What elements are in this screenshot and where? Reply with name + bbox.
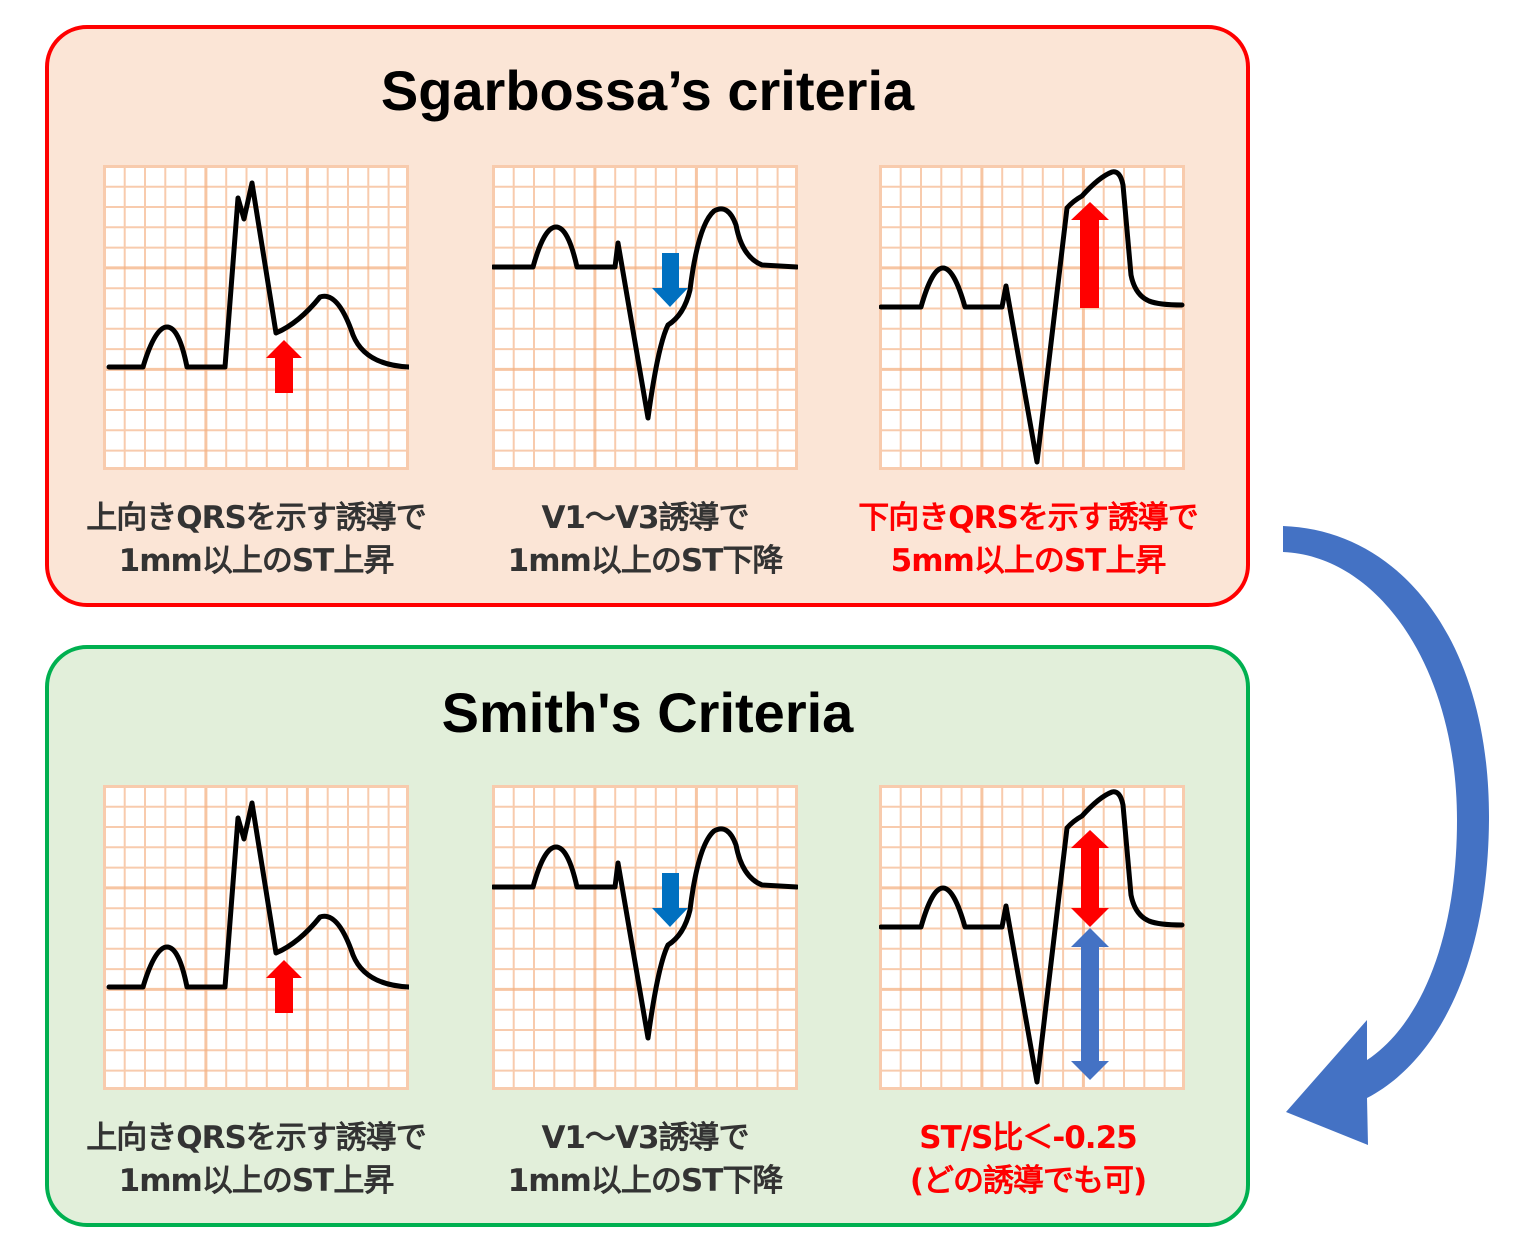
st-elevation-arrow-icon — [1071, 202, 1109, 308]
caption-smith-3: ST/S比＜-0.25 (どの誘導でも可) — [818, 1117, 1238, 1203]
st-depression-arrow-icon — [652, 873, 688, 927]
ecg-panel-v1-v3 — [492, 785, 798, 1090]
caption-line: 1mm以上のST下降 — [507, 543, 784, 579]
caption-sgarbossa-3: 下向きQRSを示す誘導で 5mm以上のST上昇 — [818, 497, 1238, 583]
caption-line: 5mm以上のST上昇 — [890, 543, 1167, 579]
ecg-panel-upright-qrs — [103, 165, 409, 470]
ecg-panel-upright-qrs — [103, 785, 409, 1090]
caption-line: ST/S比＜-0.25 — [919, 1120, 1137, 1156]
ecg-trace-upright-qrs — [103, 165, 409, 470]
caption-line: V1～V3誘導で — [541, 500, 749, 536]
ecg-panel-negative-qrs — [879, 165, 1185, 470]
ecg-trace-v1-v3 — [492, 165, 798, 470]
caption-line: 1mm以上のST上昇 — [118, 543, 395, 579]
caption-sgarbossa-1: 上向きQRSを示す誘導で 1mm以上のST上昇 — [46, 497, 466, 583]
ecg-trace-negative-qrs — [879, 785, 1185, 1090]
smith-title: Smith's Criteria — [441, 681, 854, 744]
sgarbossa-title: Sgarbossa’s criteria — [380, 59, 915, 122]
ecg-panel-negative-qrs — [879, 785, 1185, 1090]
st-elevation-arrow-icon — [266, 960, 302, 1013]
caption-line: 下向きQRSを示す誘導で — [858, 500, 1199, 536]
ecg-trace-v1-v3 — [492, 785, 798, 1090]
caption-line: (どの誘導でも可) — [909, 1163, 1147, 1199]
caption-line: 上向きQRSを示す誘導で — [86, 1120, 427, 1156]
caption-line: 1mm以上のST上昇 — [118, 1163, 395, 1199]
st-amplitude-double-arrow-icon — [1071, 830, 1109, 927]
s-wave-amplitude-double-arrow-icon — [1071, 928, 1109, 1080]
ecg-trace-upright-qrs — [103, 785, 409, 1090]
caption-line: 上向きQRSを示す誘導で — [86, 500, 427, 536]
caption-sgarbossa-2: V1～V3誘導で 1mm以上のST下降 — [435, 497, 855, 583]
st-depression-arrow-icon — [652, 253, 688, 307]
ecg-trace-negative-qrs — [879, 165, 1185, 470]
caption-smith-2: V1～V3誘導で 1mm以上のST下降 — [435, 1117, 855, 1203]
caption-smith-1: 上向きQRSを示す誘導で 1mm以上のST上昇 — [46, 1117, 466, 1203]
caption-line: 1mm以上のST下降 — [507, 1163, 784, 1199]
st-elevation-arrow-icon — [266, 340, 302, 393]
ecg-panel-v1-v3 — [492, 165, 798, 470]
caption-line: V1～V3誘導で — [541, 1120, 749, 1156]
